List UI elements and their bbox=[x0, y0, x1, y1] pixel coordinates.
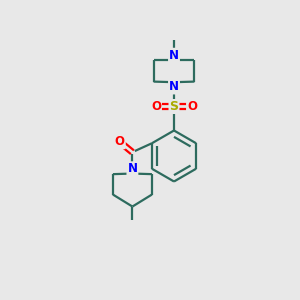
Text: N: N bbox=[169, 49, 179, 62]
Text: O: O bbox=[115, 135, 125, 148]
Text: N: N bbox=[128, 162, 137, 175]
Text: N: N bbox=[169, 80, 179, 94]
Text: O: O bbox=[187, 100, 197, 113]
Text: O: O bbox=[151, 100, 161, 113]
Text: S: S bbox=[169, 100, 178, 113]
